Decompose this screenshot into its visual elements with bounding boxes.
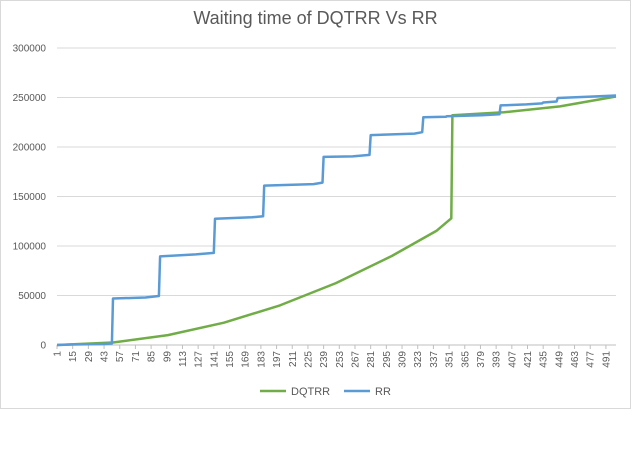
x-tick-label: 183 [256,351,267,368]
x-tick-label: 155 [225,351,236,368]
y-tick-label: 50000 [18,291,46,302]
x-tick-label: 281 [366,351,377,368]
chart-svg: 0 50000 100000 150000 200000 250000 300000 1 15 2… [13,44,617,398]
chart-title: Waiting time of DQTRR Vs RR [193,8,438,28]
y-tick-label: 0 [40,341,46,352]
x-tick-label: 477 [586,351,597,368]
x-tick-label: 113 [178,351,189,367]
y-tick-label: 100000 [13,242,47,253]
x-tick-label: 267 [350,351,361,368]
x-tick-label: 463 [570,351,581,368]
x-tick-label: 393 [492,351,503,368]
series-line-dqtrr [56,95,617,347]
chart-frame [0,0,631,409]
x-tick-label: 491 [601,351,612,368]
x-tick-label: 239 [319,351,330,368]
x-tick-label: 57 [115,351,126,363]
x-tick-label: 43 [100,351,111,363]
x-tick-label: 337 [429,351,440,368]
x-tick-label: 309 [398,351,409,368]
legend-label-rr: RR [375,386,391,398]
x-tick-label: 127 [194,351,205,368]
x-tick-label: 141 [209,351,220,368]
x-tick-label: 407 [507,351,518,368]
x-tick-label: 71 [131,351,142,363]
x-tick-label: 351 [445,351,456,368]
x-tick-label: 225 [303,351,314,368]
x-tick-label: 99 [162,351,173,363]
x-tick-label: 29 [84,351,95,363]
x-tick-label: 421 [523,351,534,368]
y-tick-label: 150000 [13,192,47,203]
x-tick-label: 211 [288,351,299,367]
x-tick-label: 253 [335,351,346,368]
y-tick-label: 200000 [13,143,47,154]
legend-label-dqtrr: DQTRR [291,386,330,398]
x-tick-label: 379 [476,351,487,368]
y-tick-label: 250000 [13,93,47,104]
x-tick-label: 1 [53,351,64,357]
y-tick-label: 300000 [13,44,47,55]
x-tick-label: 435 [539,351,550,368]
x-tick-label: 449 [554,351,565,368]
x-tick-label: 15 [68,351,79,363]
x-tick-label: 323 [413,351,424,368]
x-tick-label: 169 [241,351,252,368]
x-tick-label: 197 [272,351,283,368]
x-tick-label: 295 [382,351,393,368]
x-tick-label: 365 [460,351,471,368]
x-tick-label: 85 [147,351,158,363]
series-line-rr [56,94,617,347]
